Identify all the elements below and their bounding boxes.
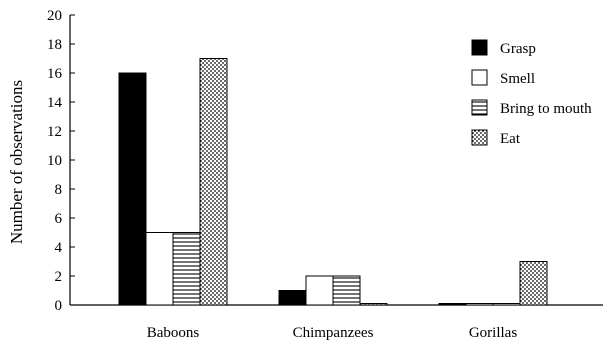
x-tick-label: Baboons <box>147 325 200 341</box>
y-tick-label: 4 <box>55 240 63 256</box>
y-tick-label: 16 <box>47 66 63 82</box>
bar-eat-gorillas <box>519 261 548 306</box>
y-tick-label: 12 <box>47 124 62 140</box>
bar-smell-baboons <box>145 232 174 306</box>
bar-eat-chimpanzees <box>359 303 388 306</box>
y-tick-label: 20 <box>47 8 62 24</box>
bar-eat-baboons <box>199 58 228 306</box>
y-tick-label: 6 <box>55 211 63 227</box>
legend-label: Eat <box>500 131 521 147</box>
x-tick-label: Chimpanzees <box>293 325 374 341</box>
y-axis-label: Number of observations <box>7 80 26 244</box>
bar-smell-chimpanzees <box>305 275 334 306</box>
legend-swatch-smell <box>471 69 488 86</box>
bar-grasp-baboons <box>118 72 147 306</box>
legend-label: Smell <box>500 71 535 87</box>
legend-swatch-grasp <box>471 39 488 56</box>
legend-label: Grasp <box>500 41 536 57</box>
bar-smell-gorillas <box>465 303 494 306</box>
legend-swatch-eat <box>471 129 488 146</box>
legend: Grasp Smell Bring to mouth Eat <box>471 39 592 147</box>
bar-grasp-chimpanzees <box>278 290 307 306</box>
y-tick-label: 18 <box>47 37 62 53</box>
y-tick-label: 14 <box>47 95 63 111</box>
y-tick-label: 10 <box>47 153 62 169</box>
y-tick-label: 0 <box>55 298 63 314</box>
legend-label: Bring to mouth <box>500 101 592 117</box>
bar-grasp-gorillas <box>438 303 467 306</box>
y-tick-label: 8 <box>55 182 63 198</box>
bar-bring-to-mouth-gorillas <box>492 303 521 306</box>
y-tick-label: 2 <box>55 269 63 285</box>
x-tick-label: Gorillas <box>469 325 517 341</box>
bar-bring-to-mouth-baboons <box>172 232 201 306</box>
plot-area: 0 2 4 6 8 10 12 14 16 18 20 Baboons Chimpanzees Goril… <box>47 8 603 341</box>
legend-swatch-bring-to-mouth <box>471 99 488 116</box>
bar-bring-to-mouth-chimpanzees <box>332 275 361 306</box>
